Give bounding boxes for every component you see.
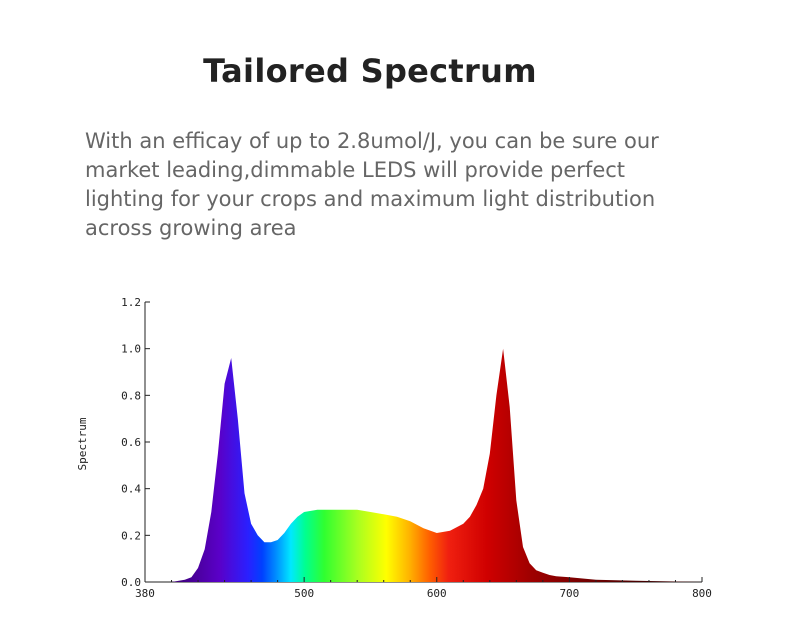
y-tick-label: 0.8: [121, 389, 141, 402]
y-tick-label: 0.4: [121, 483, 141, 496]
chart-ticks: 0.0 0.2 0.4 0.6 0.8 1.0 1.2 380 500 600 700 800: [121, 296, 712, 600]
description-line: With an efficay of up to 2.8umol/J, you …: [85, 129, 659, 153]
page-title: Tailored Spectrum: [203, 52, 537, 90]
description-paragraph: With an efficay of up to 2.8umol/J, you …: [85, 127, 745, 243]
x-tick-label: 380: [135, 587, 155, 600]
y-tick-label: 0.6: [121, 436, 141, 449]
x-tick-label: 500: [294, 587, 314, 600]
y-axis-label: Spectrum: [76, 417, 89, 470]
x-tick-label: 600: [427, 587, 447, 600]
y-tick-label: 1.2: [121, 296, 141, 309]
x-tick-label: 700: [559, 587, 579, 600]
description-line: lighting for your crops and maximum ligh…: [85, 187, 656, 211]
x-tick-label: 800: [692, 587, 712, 600]
spectrum-area: [145, 348, 702, 582]
y-tick-label: 1.0: [121, 343, 141, 356]
y-tick-label: 0.2: [121, 529, 141, 542]
description-line: market leading,dimmable LEDS will provid…: [85, 158, 626, 182]
description-line: across growing area: [85, 216, 297, 240]
y-tick-label: 0.0: [121, 576, 141, 589]
